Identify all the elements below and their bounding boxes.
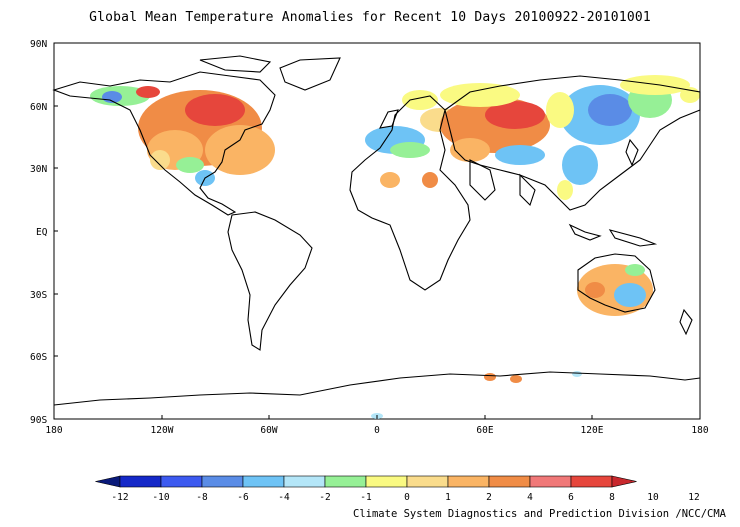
legend-tick-label: -1 [360,492,372,503]
lat-label-90n: 90N [30,39,47,50]
credit-text: Climate System Diagnostics and Predictio… [353,508,726,520]
legend-tick-label: -2 [319,492,330,503]
longitude-labels: 180 120W 60W 0 60E 120E 180 [45,425,708,436]
legend-swatch [201,475,244,488]
legend-swatch [160,475,203,488]
legend-swatch [611,475,637,488]
legend-tick-label: 10 [647,492,659,503]
lon-label-60e: 60E [476,425,493,436]
legend-swatch [119,475,162,488]
legend-tick-label: 8 [609,492,615,503]
lat-label-30n: 30N [30,164,47,175]
legend-swatch [488,475,531,488]
legend-tick-label: 4 [527,492,533,503]
lat-label-eq: EQ [36,227,48,238]
lon-label-60w: 60W [260,425,277,436]
lon-label-120e: 120E [581,425,604,436]
color-legend: -12 -10 -8 -6 -4 -2 -1 0 1 2 4 6 8 10 12 [95,475,700,503]
lon-label-120w: 120W [151,425,174,436]
legend-tick-label: -10 [152,492,169,503]
lat-label-90s: 90S [30,415,47,426]
lat-label-30s: 30S [30,290,47,301]
legend-tick-label: 0 [404,492,410,503]
legend-tick-label: 6 [568,492,574,503]
legend-tick-label: 2 [486,492,492,503]
legend-tick-label: -8 [196,492,208,503]
anomaly-shading [90,75,700,419]
legend-swatch [447,475,490,488]
legend-swatch [365,475,408,488]
legend-swatch [324,475,367,488]
legend-tick-label: 12 [688,492,699,503]
lon-label-180w: 180 [45,425,62,436]
legend-tick-label: 1 [445,492,451,503]
legend-tick-label: -4 [278,492,290,503]
map-title: Global Mean Temperature Anomalies for Re… [89,10,651,25]
lat-label-60n: 60N [30,102,47,113]
legend-swatch [406,475,449,488]
lat-label-60s: 60S [30,352,47,363]
tick-marks [53,42,701,420]
legend-swatch [570,475,613,488]
latitude-labels: 90N 60N 30N EQ 30S 60S 90S [30,39,48,426]
lon-label-0: 0 [374,425,380,436]
lon-label-180e: 180 [691,425,708,436]
legend-swatch [242,475,285,488]
legend-tick-label: -6 [237,492,249,503]
legend-swatch [95,475,121,488]
legend-tick-label: -12 [111,492,128,503]
legend-swatch [529,475,572,488]
coastlines [52,55,701,406]
legend-swatch [283,475,326,488]
